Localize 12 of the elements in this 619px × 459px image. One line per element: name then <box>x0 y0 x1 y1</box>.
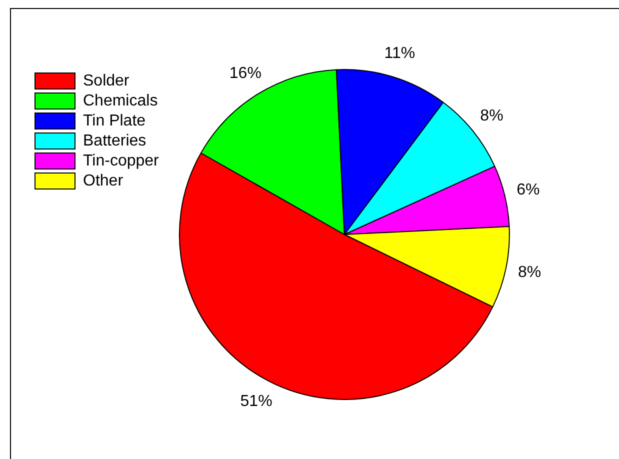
data-label: 8% <box>518 264 542 281</box>
data-label: 51% <box>240 393 272 410</box>
legend-label: Other <box>83 172 124 190</box>
data-label: 8% <box>480 107 504 124</box>
legend-label: Chemicals <box>83 92 158 110</box>
legend-label: Tin-copper <box>83 152 160 170</box>
data-label: 6% <box>516 181 540 198</box>
legend-label: Solder <box>83 72 130 90</box>
data-label: 11% <box>384 45 416 62</box>
data-label: 16% <box>229 64 262 82</box>
legend-label: Batteries <box>83 132 146 150</box>
legend-label: Tin Plate <box>83 112 146 130</box>
